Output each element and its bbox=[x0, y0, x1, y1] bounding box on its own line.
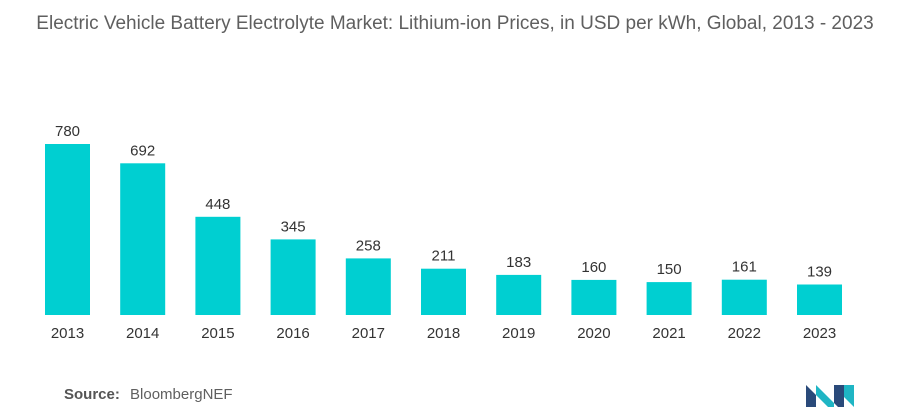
bar-2018 bbox=[421, 268, 466, 315]
x-tick-2023: 2023 bbox=[803, 325, 836, 342]
x-tick-2019: 2019 bbox=[502, 325, 535, 342]
data-label-2017: 258 bbox=[356, 237, 381, 254]
x-tick-2021: 2021 bbox=[652, 325, 685, 342]
bar-2023 bbox=[797, 284, 842, 315]
bar-2015 bbox=[195, 216, 241, 315]
x-tick-2015: 2015 bbox=[201, 325, 234, 342]
x-tick-2022: 2022 bbox=[728, 325, 761, 342]
logo-tip-shape bbox=[844, 385, 854, 407]
x-tick-2020: 2020 bbox=[577, 325, 610, 342]
data-label-2016: 345 bbox=[281, 218, 306, 235]
data-label-2013: 780 bbox=[55, 123, 80, 140]
data-label-2022: 161 bbox=[732, 259, 757, 276]
source-value: BloombergNEF bbox=[130, 386, 233, 403]
data-label-2021: 150 bbox=[657, 261, 682, 278]
mordor-intelligence-logo-icon bbox=[806, 385, 854, 407]
bar-2019 bbox=[496, 274, 542, 315]
bar-chart: 780 2013 692 2014 448 2015 345 2016 258 2017 211 20… bbox=[45, 123, 842, 342]
bar-2021 bbox=[646, 282, 692, 315]
chart-title: Electric Vehicle Battery Electrolyte Mar… bbox=[36, 13, 874, 34]
bar-2020 bbox=[571, 279, 617, 315]
data-label-2014: 692 bbox=[130, 142, 155, 159]
logo-mid-shape bbox=[816, 385, 834, 407]
bar-2013 bbox=[45, 144, 90, 315]
x-tick-2018: 2018 bbox=[427, 325, 460, 342]
bar-2014 bbox=[120, 163, 166, 315]
data-label-2018: 211 bbox=[432, 248, 456, 265]
x-tick-2013: 2013 bbox=[51, 325, 84, 342]
bar-2022 bbox=[721, 279, 767, 315]
x-tick-2017: 2017 bbox=[352, 325, 385, 342]
bar-2017 bbox=[345, 258, 391, 315]
data-label-2019: 183 bbox=[506, 254, 531, 271]
data-label-2020: 160 bbox=[581, 259, 606, 276]
logo-right-shape bbox=[834, 385, 844, 407]
source-note: Source: BloombergNEF bbox=[64, 386, 233, 403]
source-label: Source: bbox=[64, 386, 120, 403]
data-label-2015: 448 bbox=[205, 196, 230, 213]
x-tick-2014: 2014 bbox=[126, 325, 159, 342]
data-label-2023: 139 bbox=[807, 264, 832, 281]
bar-2016 bbox=[270, 239, 316, 315]
x-tick-2016: 2016 bbox=[276, 325, 309, 342]
logo-left-shape bbox=[806, 385, 816, 407]
